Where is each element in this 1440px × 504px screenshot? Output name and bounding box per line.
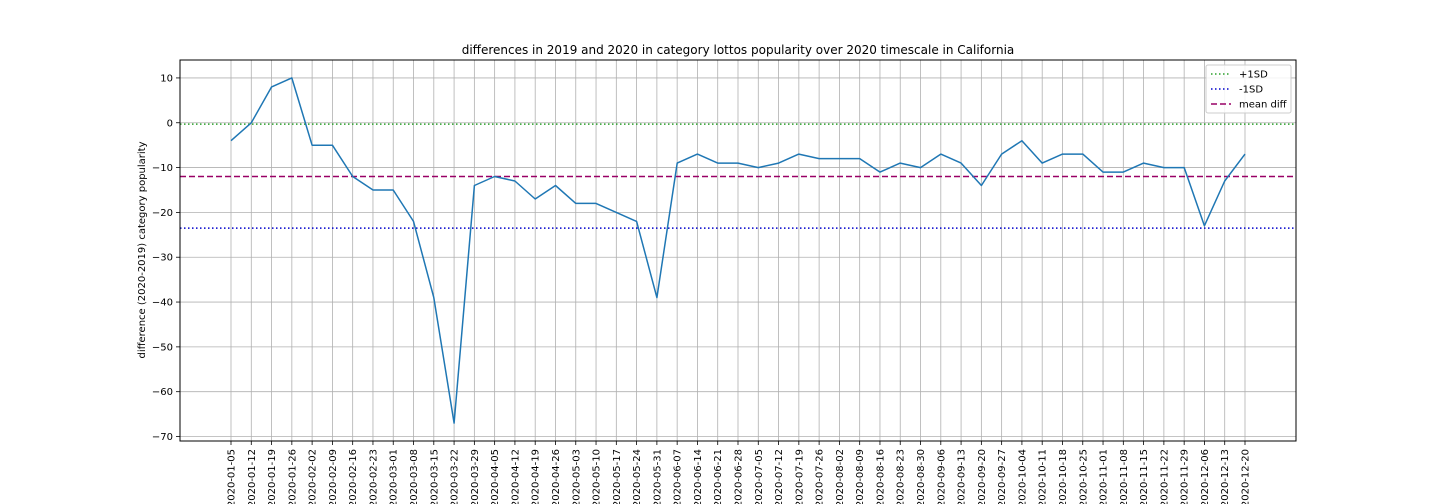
x-tick-label: 2020-09-06: [936, 449, 947, 504]
x-tick-label: 2020-10-18: [1058, 449, 1069, 504]
legend: +1SD -1SD mean diff: [1205, 64, 1292, 114]
x-tick-label: 2020-04-19: [531, 449, 542, 504]
x-tick-label: 2020-02-09: [328, 449, 339, 504]
x-tick-label: 2020-07-19: [794, 449, 805, 504]
series-group: [230, 77, 1246, 424]
x-tick-label: 2020-04-05: [490, 449, 501, 504]
reference-lines: [180, 123, 1296, 229]
x-tick-label: 2020-07-26: [815, 449, 826, 504]
x-tick-label: 2020-07-12: [774, 449, 785, 504]
x-tick-label: 2020-03-15: [429, 449, 440, 504]
y-tick-label: −20: [152, 208, 173, 219]
x-tick-label: 2020-10-04: [1017, 449, 1028, 504]
x-tick-label: 2020-02-23: [368, 449, 379, 504]
x-tick-label: 2020-06-21: [713, 449, 724, 504]
x-tick-label: 2020-11-29: [1180, 449, 1191, 504]
x-tick-label: 2020-03-22: [450, 449, 461, 504]
y-tick-label: −50: [152, 342, 173, 353]
x-tick-label: 2020-10-11: [1038, 449, 1049, 504]
grid: [180, 60, 1296, 441]
legend-label: -1SD: [1239, 85, 1263, 96]
x-tick-label: 2020-05-17: [612, 449, 623, 504]
x-tick-label: 2020-12-13: [1220, 449, 1231, 504]
x-tick-label: 2020-03-08: [409, 449, 420, 504]
legend-label: +1SD: [1239, 70, 1268, 81]
x-tick-label: 2020-05-03: [571, 449, 582, 504]
x-tick-label: 2020-08-09: [855, 449, 866, 504]
x-tick-label: 2020-06-14: [693, 449, 704, 504]
x-tick-label: 2020-11-22: [1159, 449, 1170, 504]
x-tick-label: 2020-08-30: [916, 449, 927, 504]
legend-box: [1205, 64, 1292, 114]
x-tick-label: 2020-02-16: [348, 449, 359, 504]
x-tick-label: 2020-01-05: [227, 449, 238, 504]
x-tick-label: 2020-08-16: [875, 449, 886, 504]
x-tick-label: 2020-06-28: [734, 449, 745, 504]
x-tick-label: 2020-04-26: [551, 449, 562, 504]
y-tick-label: 10: [160, 73, 173, 84]
y-tick-label: −10: [152, 163, 173, 174]
legend-label: mean diff: [1239, 100, 1288, 111]
x-tick-label: 2020-12-20: [1241, 449, 1252, 504]
x-tick-label: 2020-11-15: [1139, 449, 1150, 504]
x-tick-label: 2020-01-26: [287, 449, 298, 504]
x-tick-label: 2020-08-02: [835, 449, 846, 504]
x-tick-label: 2020-05-24: [632, 449, 643, 504]
x-tick-label: 2020-05-31: [652, 449, 663, 504]
x-tick-label: 2020-03-01: [389, 449, 400, 504]
x-tick-label: 2020-07-05: [754, 449, 765, 504]
x-axis-ticks: 2020-01-05 2020-01-12 2020-01-19 2020-01-26…: [227, 441, 1252, 504]
x-tick-label: 2020-02-02: [308, 449, 319, 504]
series-line: [230, 77, 1246, 424]
y-axis-ticks: 10 0 −10 −20 −30 −40 −50 −60 −70: [152, 73, 180, 443]
x-tick-label: 2020-11-08: [1119, 449, 1130, 504]
x-tick-label: 2020-03-29: [470, 449, 481, 504]
y-tick-label: −30: [152, 253, 173, 264]
y-axis-label: difference (2020-2019) category populari…: [137, 141, 148, 358]
chart-title: differences in 2019 and 2020 in category…: [462, 43, 1015, 57]
x-tick-label: 2020-09-13: [957, 449, 968, 504]
x-tick-label: 2020-09-20: [977, 449, 988, 504]
x-tick-label: 2020-05-10: [592, 449, 603, 504]
x-tick-label: 2020-01-19: [267, 449, 278, 504]
x-tick-label: 2020-08-23: [896, 449, 907, 504]
x-tick-label: 2020-04-12: [510, 449, 521, 504]
x-tick-label: 2020-09-27: [997, 449, 1008, 504]
x-tick-label: 2020-10-25: [1078, 449, 1089, 504]
x-tick-label: 2020-12-06: [1200, 449, 1211, 504]
x-tick-label: 2020-01-12: [247, 449, 258, 504]
y-tick-label: −60: [152, 387, 173, 398]
y-tick-label: 0: [167, 118, 173, 129]
y-tick-label: −40: [152, 298, 173, 309]
x-tick-label: 2020-11-01: [1099, 449, 1110, 504]
y-tick-label: −70: [152, 432, 173, 443]
x-tick-label: 2020-06-07: [673, 449, 684, 504]
